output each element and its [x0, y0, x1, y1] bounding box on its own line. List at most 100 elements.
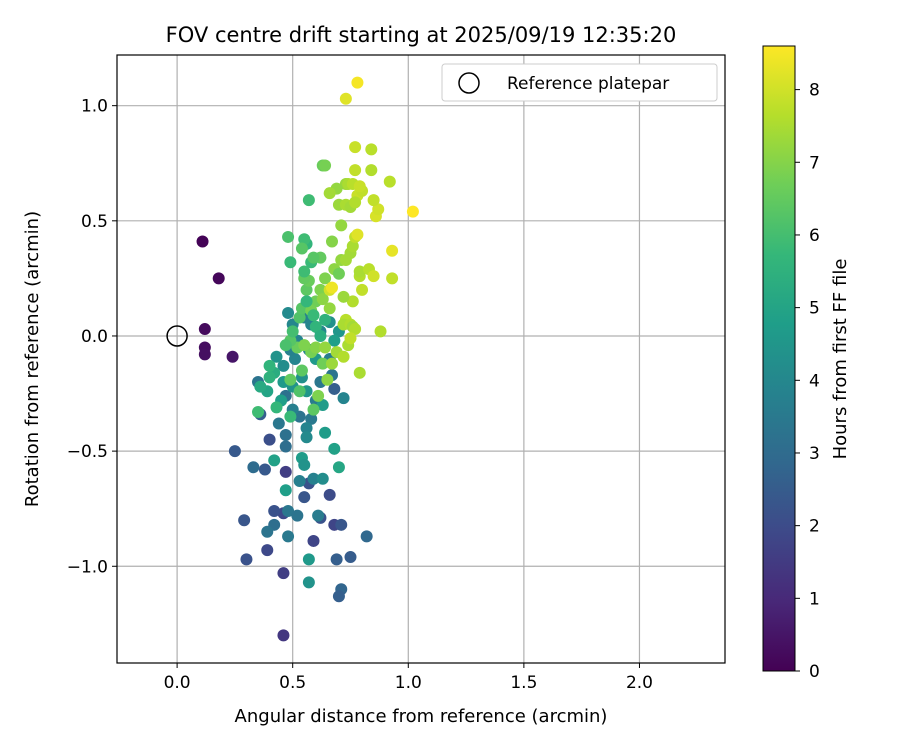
colorbar-label: Hours from first FF file	[830, 259, 851, 460]
data-point	[337, 290, 350, 303]
data-point	[302, 194, 315, 207]
data-point	[298, 339, 311, 352]
legend-label: Reference platepar	[507, 74, 669, 94]
data-point	[228, 445, 241, 458]
reference-platepar-marker	[166, 325, 188, 347]
legend: Reference platepar	[441, 63, 718, 102]
y-tick-label: 0.0	[81, 327, 108, 347]
legend-marker-icon	[458, 72, 480, 94]
data-point	[337, 350, 350, 363]
data-point	[330, 553, 343, 566]
data-point	[247, 461, 260, 474]
data-point	[284, 373, 297, 386]
colorbar-tick-label: 4	[809, 371, 820, 391]
data-point	[353, 265, 366, 278]
data-point	[279, 465, 292, 478]
y-tick-label: −0.5	[67, 442, 108, 462]
data-point	[319, 426, 332, 439]
data-point	[316, 472, 329, 485]
data-point	[198, 323, 211, 336]
data-point	[323, 187, 336, 200]
data-point	[268, 454, 281, 467]
colorbar-tick-label: 6	[809, 226, 820, 246]
data-point	[279, 429, 292, 441]
data-point	[302, 576, 315, 589]
y-tick-label: 0.5	[81, 212, 108, 232]
y-axis-label: Rotation from reference (arcmin)	[22, 211, 43, 507]
data-point	[316, 357, 329, 370]
x-tick-label: 0.0	[164, 673, 191, 693]
data-point	[302, 553, 315, 566]
data-point	[328, 442, 341, 455]
data-point	[319, 272, 332, 285]
data-point	[282, 306, 295, 319]
data-point	[240, 553, 253, 566]
data-point	[319, 159, 332, 172]
data-point	[406, 205, 419, 218]
data-point	[305, 412, 318, 425]
data-point	[279, 484, 292, 497]
data-point	[312, 389, 325, 402]
data-point	[277, 629, 290, 642]
data-point	[332, 267, 345, 280]
data-point	[291, 509, 304, 522]
data-point	[252, 405, 265, 418]
data-point	[298, 491, 311, 504]
y-tick-label: 1.0	[81, 97, 108, 117]
data-point	[258, 463, 271, 476]
data-point	[300, 422, 313, 435]
data-point	[270, 350, 283, 363]
data-point	[198, 348, 211, 361]
colorbar-ticks: 0 1 2 3 4 5 6 7 8	[795, 81, 820, 682]
data-point	[270, 401, 283, 414]
data-point	[277, 359, 290, 372]
data-point	[360, 530, 373, 543]
x-tick-label: 1.5	[510, 673, 537, 693]
data-point	[307, 251, 320, 264]
data-point	[356, 283, 369, 296]
data-point	[314, 283, 327, 296]
data-point	[261, 544, 274, 557]
data-point	[298, 458, 311, 471]
colorbar-tick-label: 0	[809, 662, 820, 682]
data-point	[367, 270, 380, 283]
data-point	[300, 295, 313, 308]
data-point	[349, 141, 362, 154]
x-tick-label: 1.0	[395, 673, 422, 693]
data-point	[386, 272, 399, 285]
y-tick-label: −1.0	[67, 557, 108, 577]
data-point	[325, 235, 338, 248]
data-point	[328, 382, 341, 395]
data-point	[321, 373, 334, 386]
data-point	[332, 461, 345, 474]
data-point	[300, 283, 313, 296]
data-point	[298, 233, 311, 246]
colorbar-tick-label: 3	[809, 444, 820, 464]
colorbar-tick-label: 7	[809, 153, 820, 173]
data-point	[289, 353, 302, 365]
data-point	[263, 433, 276, 446]
data-point	[293, 385, 306, 398]
data-point	[365, 143, 378, 156]
data-point	[295, 364, 308, 377]
data-point	[263, 359, 276, 372]
data-point	[386, 244, 399, 257]
x-axis-ticks: 0.0 0.5 1.0 1.5 2.0	[164, 663, 653, 693]
data-point	[212, 272, 225, 285]
data-point	[272, 417, 285, 430]
data-point	[335, 219, 348, 232]
data-point	[238, 514, 251, 527]
data-point	[351, 76, 364, 89]
data-point	[309, 341, 322, 354]
data-point	[277, 567, 290, 580]
data-point	[346, 240, 359, 253]
plot-area: 0.0 0.5 1.0 1.5 2.0 −1.0 −0.5 0.0 0.5 1.0	[67, 54, 726, 693]
chart-title: FOV centre drift starting at 2025/09/19 …	[166, 23, 677, 47]
data-point	[254, 380, 267, 393]
legend-box	[441, 63, 718, 102]
colorbar-tick-label: 8	[809, 81, 820, 101]
data-point	[307, 309, 320, 322]
data-point	[346, 295, 359, 308]
y-axis-ticks: −1.0 −0.5 0.0 0.5 1.0	[67, 97, 117, 577]
